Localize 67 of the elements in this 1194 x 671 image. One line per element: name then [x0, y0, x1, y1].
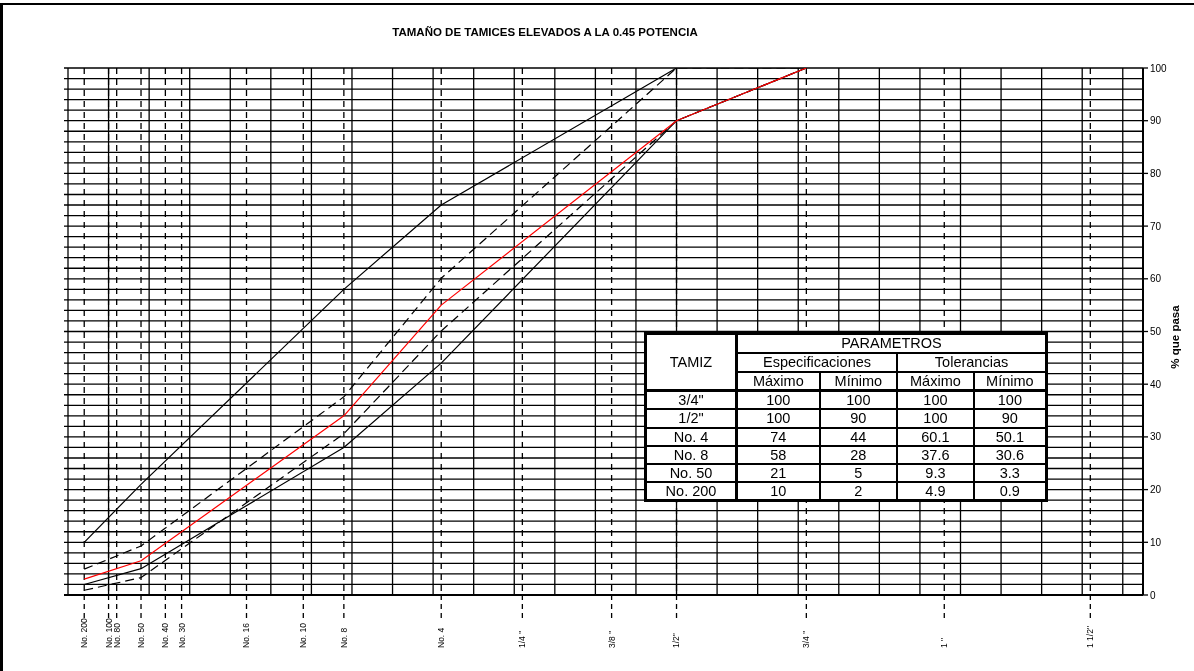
annotation: 30.6: [973, 445, 1047, 464]
annotation: TAMIZ: [645, 333, 737, 391]
x-tick-label: No. 4: [436, 627, 447, 648]
y-tick-label: 0: [1150, 589, 1156, 601]
annotation: 100: [897, 390, 974, 410]
annotation: Máximo: [897, 371, 974, 391]
chart-title: TAMAÑO DE TAMICES ELEVADOS A LA 0.45 POTENCIA: [391, 26, 699, 38]
annotation: 60.1: [897, 427, 974, 446]
annotation: No. 8: [645, 445, 737, 464]
y-tick-label: 100: [1150, 62, 1168, 74]
x-tick-label: 3/8 ": [606, 630, 617, 648]
y-tick-label: 20: [1150, 484, 1162, 496]
annotation: PARAMETROS: [736, 333, 1047, 353]
annotation: 3/4": [645, 390, 737, 410]
x-tick-label: No. 10: [298, 622, 309, 648]
y-tick-label: 70: [1150, 220, 1162, 232]
annotation: 9.3: [897, 463, 974, 482]
y-tick-label: 60: [1150, 273, 1162, 285]
annotation: 1/2": [645, 409, 737, 428]
annotation: 28: [819, 445, 898, 464]
annotation: 5: [819, 463, 898, 482]
x-tick-label: No. 80: [111, 622, 122, 648]
annotation: Mínimo: [819, 371, 898, 391]
y-tick-label: 10: [1150, 536, 1162, 548]
x-tick-label: No. 40: [160, 622, 171, 648]
annotation: 100: [736, 390, 820, 410]
annotation: 10: [736, 481, 820, 501]
annotation: 21: [736, 463, 820, 482]
x-tick-label: No. 8: [338, 627, 349, 648]
annotation: 37.6: [897, 445, 974, 464]
annotation: Tolerancias: [897, 352, 1047, 372]
annotation: Especificaciones: [736, 352, 898, 372]
y-tick-label: 40: [1150, 378, 1162, 390]
annotation: 90: [819, 409, 898, 428]
annotation: 90: [973, 409, 1047, 428]
annotation: 100: [897, 409, 974, 428]
annotation: 44: [819, 427, 898, 446]
annotation: 4.9: [897, 481, 974, 501]
annotation: 3.3: [973, 463, 1047, 482]
annotation: No. 4: [645, 427, 737, 446]
annotation: 100: [819, 390, 898, 410]
x-tick-label: No. 100: [103, 617, 114, 648]
annotation: 2: [819, 481, 898, 501]
y-tick-label: 80: [1150, 167, 1162, 179]
annotation: 58: [736, 445, 820, 464]
y-tick-label: 30: [1150, 431, 1162, 443]
x-tick-label: 3/4 ": [801, 630, 812, 648]
y-axis-title: % que pasa: [1169, 305, 1181, 369]
annotation: 50.1: [973, 427, 1047, 446]
y-tick-label: 50: [1150, 326, 1162, 337]
x-tick-label: 1/4 ": [517, 630, 528, 648]
x-tick-label: 1 1/2": [1085, 626, 1096, 648]
annotation: 74: [736, 427, 820, 446]
annotation: 100: [736, 409, 820, 428]
annotation: 100: [973, 390, 1047, 410]
x-tick-label: No. 30: [176, 622, 187, 648]
annotation: 0.9: [973, 481, 1047, 501]
x-tick-label: 1 ": [939, 637, 950, 648]
x-tick-label: 1/2": [671, 633, 682, 648]
x-tick-label: No. 50: [136, 622, 146, 648]
x-tick-label: No. 200: [79, 617, 90, 648]
y-tick-label: 90: [1150, 115, 1162, 127]
x-tick-label: No. 16: [241, 622, 252, 648]
annotation: Mínimo: [973, 371, 1047, 391]
annotation: No. 200: [645, 481, 737, 501]
annotation: Máximo: [736, 371, 820, 391]
annotation: No. 50: [645, 463, 737, 482]
